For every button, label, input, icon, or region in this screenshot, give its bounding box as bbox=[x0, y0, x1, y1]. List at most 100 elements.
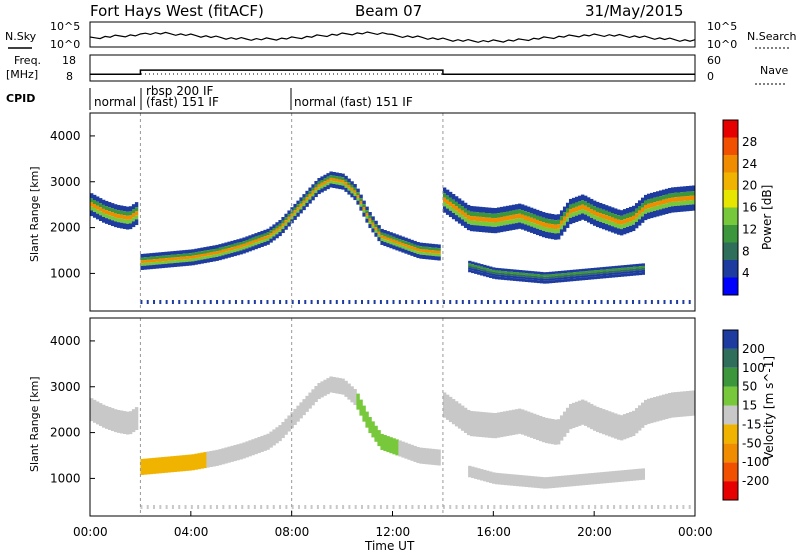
echo-cell bbox=[284, 225, 288, 230]
echo-cell bbox=[445, 189, 450, 196]
echo-cell bbox=[595, 211, 600, 217]
echo-cell bbox=[251, 237, 255, 241]
echo-cell bbox=[607, 411, 612, 437]
echo-cell bbox=[487, 226, 492, 233]
echo-cell bbox=[635, 266, 640, 269]
echo-cell bbox=[586, 202, 591, 208]
echo-cell bbox=[230, 240, 234, 245]
echo-cell bbox=[386, 240, 390, 244]
ground-scatter-cell bbox=[625, 300, 628, 304]
echo-cell bbox=[601, 214, 606, 219]
echo-cell bbox=[338, 179, 342, 183]
echo-cell bbox=[646, 193, 651, 200]
echo-cell bbox=[125, 211, 130, 216]
echo-cell bbox=[314, 190, 318, 194]
echo-cell bbox=[620, 271, 625, 274]
colorbar-tick-label: 24 bbox=[742, 157, 757, 171]
echo-cell bbox=[413, 250, 417, 253]
echo-cell bbox=[377, 228, 381, 232]
ground-scatter-cell bbox=[354, 300, 357, 304]
echo-cell bbox=[632, 266, 637, 269]
echo-cell bbox=[278, 226, 282, 230]
echo-cell bbox=[515, 274, 520, 277]
ground-scatter-cell bbox=[316, 505, 319, 509]
echo-cell bbox=[499, 216, 504, 222]
echo-cell bbox=[632, 264, 637, 267]
echo-cell bbox=[101, 208, 106, 213]
echo-cell bbox=[353, 389, 357, 406]
echo-cell bbox=[260, 234, 264, 238]
echo-cell bbox=[626, 469, 631, 482]
ground-scatter-cell bbox=[449, 505, 452, 509]
echo-cell bbox=[90, 202, 94, 207]
echo-cell bbox=[155, 252, 159, 257]
echo-cell bbox=[209, 245, 213, 250]
echo-cell bbox=[514, 218, 519, 224]
echo-cell bbox=[431, 247, 435, 251]
echo-cell bbox=[245, 236, 249, 240]
colorbar-cell bbox=[723, 443, 738, 463]
echo-cell bbox=[685, 200, 690, 205]
echo-cell bbox=[676, 192, 681, 197]
echo-cell bbox=[623, 269, 628, 272]
echo-cell bbox=[673, 192, 678, 198]
echo-cell bbox=[490, 213, 495, 218]
echo-cell bbox=[575, 273, 580, 276]
echo-cell bbox=[484, 412, 489, 438]
cpid-label: CPID bbox=[6, 92, 35, 105]
colorbar-tick-label: 50 bbox=[742, 380, 757, 394]
echo-cell bbox=[526, 411, 531, 437]
echo-cell bbox=[638, 268, 642, 271]
echo-cell bbox=[514, 223, 519, 230]
echo-cell bbox=[487, 217, 492, 223]
ground-scatter-cell bbox=[279, 300, 282, 304]
echo-cell bbox=[595, 220, 600, 228]
echo-cell bbox=[520, 204, 525, 211]
colorbar-tick-label: 16 bbox=[742, 201, 757, 215]
freq-tick-bottom: 8 bbox=[66, 70, 73, 83]
echo-cell bbox=[451, 199, 456, 205]
echo-cell bbox=[466, 223, 471, 231]
ground-scatter-cell bbox=[297, 300, 300, 304]
echo-cell bbox=[302, 203, 306, 207]
ground-scatter-cell bbox=[260, 505, 263, 509]
echo-cell bbox=[608, 471, 613, 483]
echo-cell bbox=[197, 453, 201, 470]
echo-cell bbox=[227, 253, 231, 258]
echo-cell bbox=[236, 245, 240, 249]
echo-cell bbox=[575, 474, 580, 486]
ground-scatter-cell bbox=[442, 300, 445, 304]
ground-scatter-cell bbox=[562, 505, 565, 509]
echo-cell bbox=[481, 207, 486, 213]
colorbar-tick-label: -100 bbox=[742, 455, 769, 469]
echo-cell bbox=[504, 473, 508, 486]
power-echo-bands bbox=[90, 113, 696, 311]
echo-cell bbox=[365, 206, 369, 211]
echo-cell bbox=[416, 248, 420, 252]
echo-cell bbox=[530, 273, 535, 276]
echo-cell bbox=[523, 410, 528, 436]
echo-cell bbox=[266, 228, 270, 233]
echo-cell bbox=[332, 178, 336, 182]
echo-cell bbox=[572, 276, 577, 279]
echo-cell bbox=[110, 208, 115, 213]
echo-cell bbox=[209, 255, 213, 259]
echo-cell bbox=[122, 211, 127, 216]
noise-right-tick-bottom: 10^0 bbox=[707, 38, 737, 51]
echo-cell bbox=[501, 270, 505, 273]
echo-cell bbox=[602, 471, 607, 484]
echo-cell bbox=[227, 241, 231, 246]
echo-cell bbox=[526, 216, 531, 222]
ground-scatter-cell bbox=[159, 505, 162, 509]
echo-cell bbox=[566, 270, 571, 273]
echo-cell bbox=[92, 399, 97, 423]
ground-scatter-cell bbox=[657, 505, 660, 509]
echo-cell bbox=[608, 268, 613, 271]
echo-cell bbox=[125, 215, 130, 220]
echo-cell bbox=[604, 215, 609, 220]
echo-cell bbox=[152, 262, 156, 265]
echo-cell bbox=[584, 473, 589, 486]
echo-cell bbox=[547, 227, 552, 233]
ground-scatter-cell bbox=[550, 505, 553, 509]
